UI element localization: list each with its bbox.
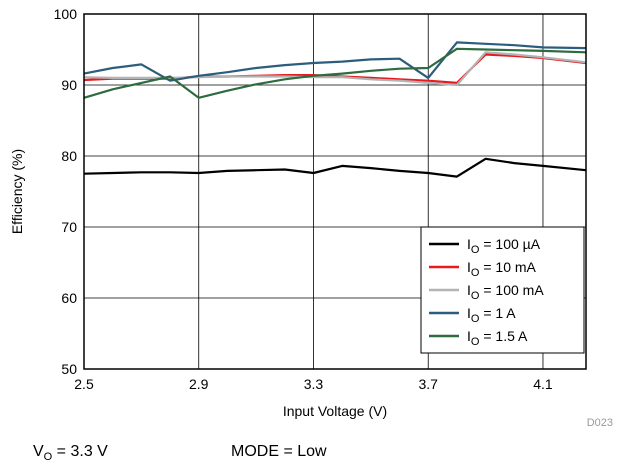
y-tick-label: 80 — [61, 148, 77, 164]
legend-label: IO = 1 A — [467, 305, 516, 325]
legend: IO = 100 µA IO = 10 mA IO = 100 mA IO = 1 A… — [420, 226, 585, 354]
x-tick-label: 3.7 — [418, 376, 438, 392]
series-line — [83, 47, 587, 99]
x-tick-label: 2.5 — [74, 376, 94, 392]
series-line — [83, 157, 587, 178]
y-tick-label: 60 — [61, 290, 77, 306]
tick-labels: 50 60 70 80 90 100 2.5 2.9 3.3 3.7 4.1 — [54, 6, 553, 392]
x-tick-label: 3.3 — [304, 376, 324, 392]
y-tick-label: 100 — [54, 6, 78, 22]
efficiency-chart: 50 60 70 80 90 100 2.5 2.9 3.3 3.7 4.1 Input Volta… — [9, 6, 613, 429]
y-tick-label: 70 — [61, 219, 77, 235]
x-axis-title: Input Voltage (V) — [283, 403, 387, 419]
plot-frame — [83, 13, 587, 370]
legend-label: IO = 100 mA — [467, 282, 544, 302]
y-tick-label: 90 — [61, 77, 77, 93]
x-tick-label: 2.9 — [189, 376, 209, 392]
legend-label: IO = 100 µA — [467, 236, 541, 256]
legend-label: IO = 1.5 A — [467, 328, 528, 348]
mode-condition: MODE = Low — [231, 443, 327, 460]
y-axis-title: Efficiency (%) — [9, 149, 25, 234]
legend-label: IO = 10 mA — [467, 259, 537, 279]
y-tick-label: 50 — [61, 361, 77, 377]
series-line — [83, 51, 587, 87]
output-voltage-condition: VO = 3.3 V — [33, 443, 108, 463]
figure-id: D023 — [587, 417, 613, 429]
x-tick-label: 4.1 — [533, 376, 553, 392]
series-lines — [83, 41, 587, 178]
